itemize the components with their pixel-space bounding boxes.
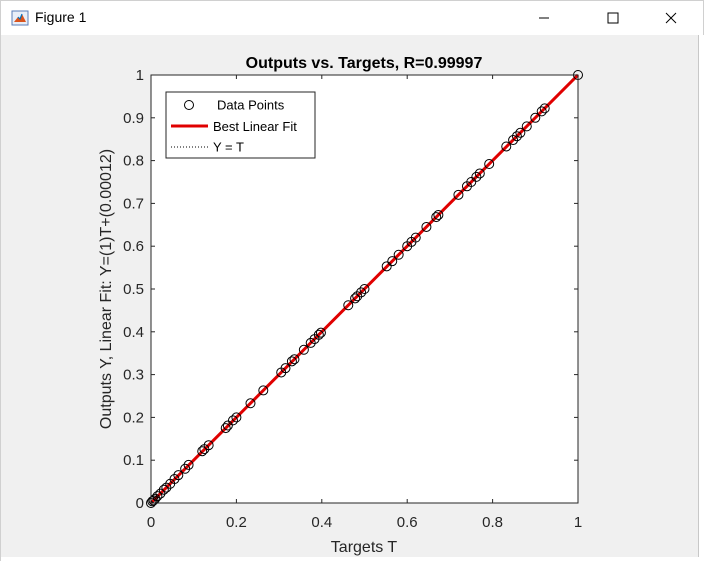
data-point xyxy=(313,329,324,340)
data-point xyxy=(515,127,526,138)
x-tick-label: 0 xyxy=(147,514,155,531)
data-point xyxy=(155,488,166,499)
data-point xyxy=(421,221,432,232)
y-tick-label: 0.3 xyxy=(123,367,144,384)
data-point xyxy=(536,106,547,117)
data-point xyxy=(280,363,291,374)
data-point xyxy=(289,354,300,365)
data-point xyxy=(183,459,194,470)
data-point xyxy=(220,423,231,434)
x-tick-label: 0.8 xyxy=(482,514,503,531)
close-icon xyxy=(665,12,677,24)
y-tick-label: 0.2 xyxy=(123,409,144,426)
x-tick-label: 0.4 xyxy=(311,514,332,531)
data-point xyxy=(431,212,442,223)
data-point xyxy=(393,249,404,260)
x-tick-label: 1 xyxy=(574,514,582,531)
matlab-figure-icon xyxy=(11,10,29,26)
data-point xyxy=(387,256,398,267)
data-point xyxy=(197,446,208,457)
data-point xyxy=(173,470,184,481)
data-point xyxy=(298,344,309,355)
x-tick-label: 0.2 xyxy=(226,514,247,531)
data-point xyxy=(484,159,495,170)
data-point xyxy=(305,337,316,348)
legend[interactable]: Data Points Best Linear Fit Y = T xyxy=(165,91,316,159)
data-point xyxy=(286,356,297,367)
data-point xyxy=(466,177,477,187)
data-point xyxy=(359,284,370,294)
data-point xyxy=(343,300,354,311)
data-point xyxy=(471,171,482,182)
data-point xyxy=(511,131,522,142)
y-tick-label: 0 xyxy=(136,495,144,512)
data-point xyxy=(352,291,363,302)
data-point xyxy=(501,141,512,152)
data-point xyxy=(227,415,238,426)
minimize-icon xyxy=(539,17,549,19)
data-point xyxy=(245,398,256,409)
data-points-layer xyxy=(146,70,583,508)
y-tick-label: 0.1 xyxy=(123,452,144,469)
data-point xyxy=(433,209,444,220)
chart-title: Outputs vs. Targets, R=0.99997 xyxy=(246,55,483,72)
data-point xyxy=(539,103,550,114)
data-point xyxy=(350,293,361,304)
axes-layer: 0 0.2 0.4 0.6 0.8 1 0 0.1 0.2 0.3 0.4 0.5 0.6 0.7 0.8 0… xyxy=(123,67,582,531)
data-point xyxy=(158,484,169,495)
legend-label-best-fit: Best Linear Fit xyxy=(213,119,297,134)
data-point xyxy=(410,232,421,243)
data-point xyxy=(180,463,191,474)
data-point xyxy=(521,121,532,132)
data-point xyxy=(222,420,233,431)
data-point xyxy=(530,112,541,123)
window-edge-right xyxy=(698,35,704,562)
legend-label-data-points: Data Points xyxy=(217,98,285,113)
data-point xyxy=(231,412,242,423)
maximize-button[interactable] xyxy=(590,1,636,35)
data-point xyxy=(169,474,180,485)
y-tick-label: 0.5 xyxy=(123,281,144,298)
y-tick-label: 0.8 xyxy=(123,153,144,170)
x-tick-label: 0.6 xyxy=(397,514,418,531)
data-point xyxy=(474,168,485,179)
data-point xyxy=(381,261,392,272)
title-bar[interactable]: Figure 1 xyxy=(1,1,703,35)
y-tick-label: 0.6 xyxy=(123,238,144,255)
data-point xyxy=(508,135,519,146)
minimize-button[interactable] xyxy=(521,1,567,35)
legend-box xyxy=(165,91,316,159)
y-tick-label: 1 xyxy=(136,67,144,84)
maximize-icon xyxy=(607,12,619,24)
window-edge-bottom xyxy=(1,557,704,562)
data-point xyxy=(258,385,269,396)
data-point xyxy=(152,491,163,502)
x-axis-label: Targets T xyxy=(331,539,398,556)
y-tick-label: 0.9 xyxy=(123,110,144,127)
data-point xyxy=(453,189,464,200)
window-title: Figure 1 xyxy=(35,9,87,25)
data-point xyxy=(161,482,172,493)
y-axis-label: Outputs Y, Linear Fit: Y=(1)T+(0.00012) xyxy=(98,149,115,429)
data-point xyxy=(203,440,214,451)
data-point xyxy=(315,327,326,338)
legend-marker-data-points xyxy=(184,100,194,110)
y-tick-label: 0.4 xyxy=(123,324,144,341)
legend-label-y-equals-t: Y = T xyxy=(213,140,244,155)
data-point xyxy=(356,287,367,298)
data-point xyxy=(147,496,158,507)
close-button[interactable] xyxy=(648,1,694,35)
y-tick-label: 0.7 xyxy=(123,195,144,212)
